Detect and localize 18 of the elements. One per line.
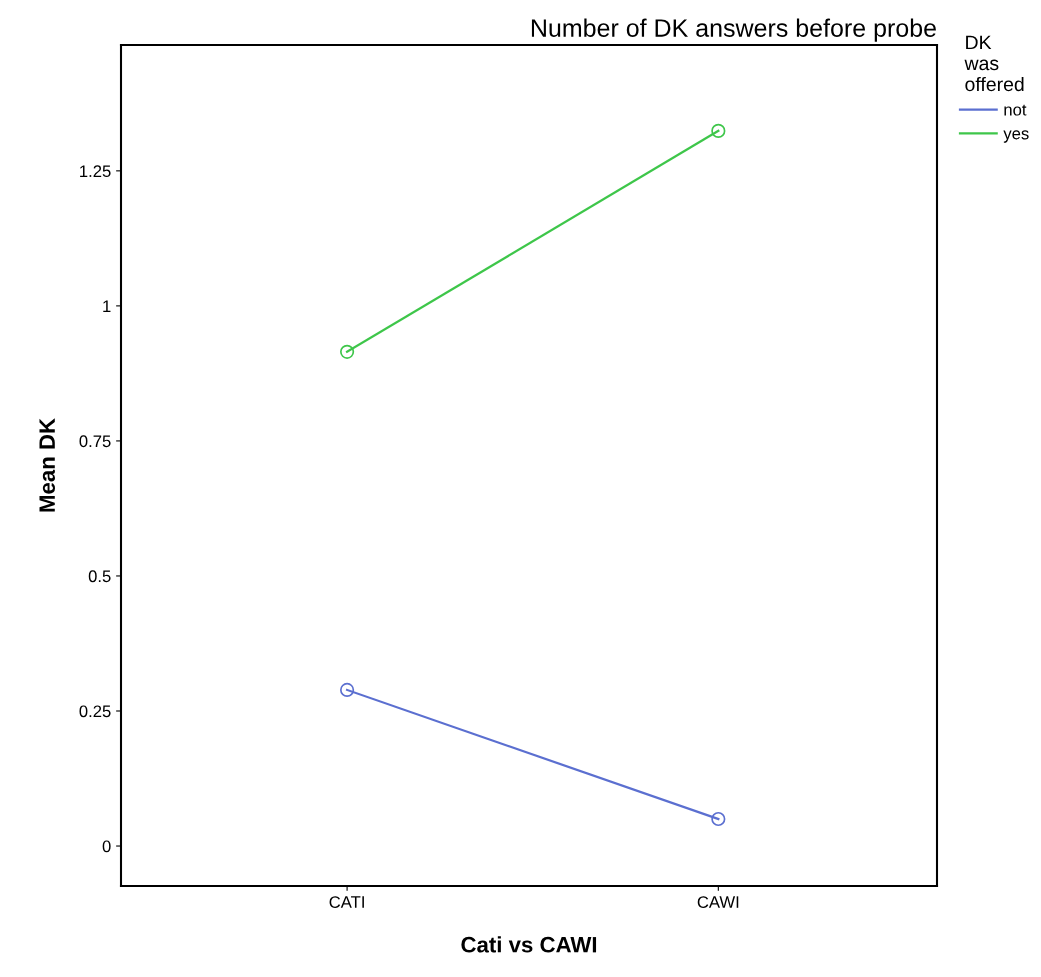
x-axis-title: Cati vs CAWI [461, 936, 597, 953]
point [340, 344, 355, 359]
point [711, 811, 726, 827]
legend-label: not [1004, 104, 1027, 116]
chart-title: Number of DK answers before probe [531, 18, 936, 42]
y-tick-label: 0.25 [79, 705, 111, 718]
legend-title: DK was offered [964, 35, 1024, 92]
y-tick-label: 1.25 [80, 165, 111, 178]
y-tick-label: 1 [103, 300, 111, 312]
point [711, 123, 726, 138]
y-tick-label: 0 [102, 840, 111, 853]
legend-label: yes [1003, 130, 1029, 143]
x-tick-label: CAWI [697, 896, 739, 908]
y-tick-label: 0.75 [79, 435, 111, 448]
y-tick-label: 0.5 [88, 570, 111, 583]
y-axis-title: Mean DK [39, 418, 56, 512]
point [340, 682, 355, 698]
x-tick-label: CATI [329, 896, 364, 908]
